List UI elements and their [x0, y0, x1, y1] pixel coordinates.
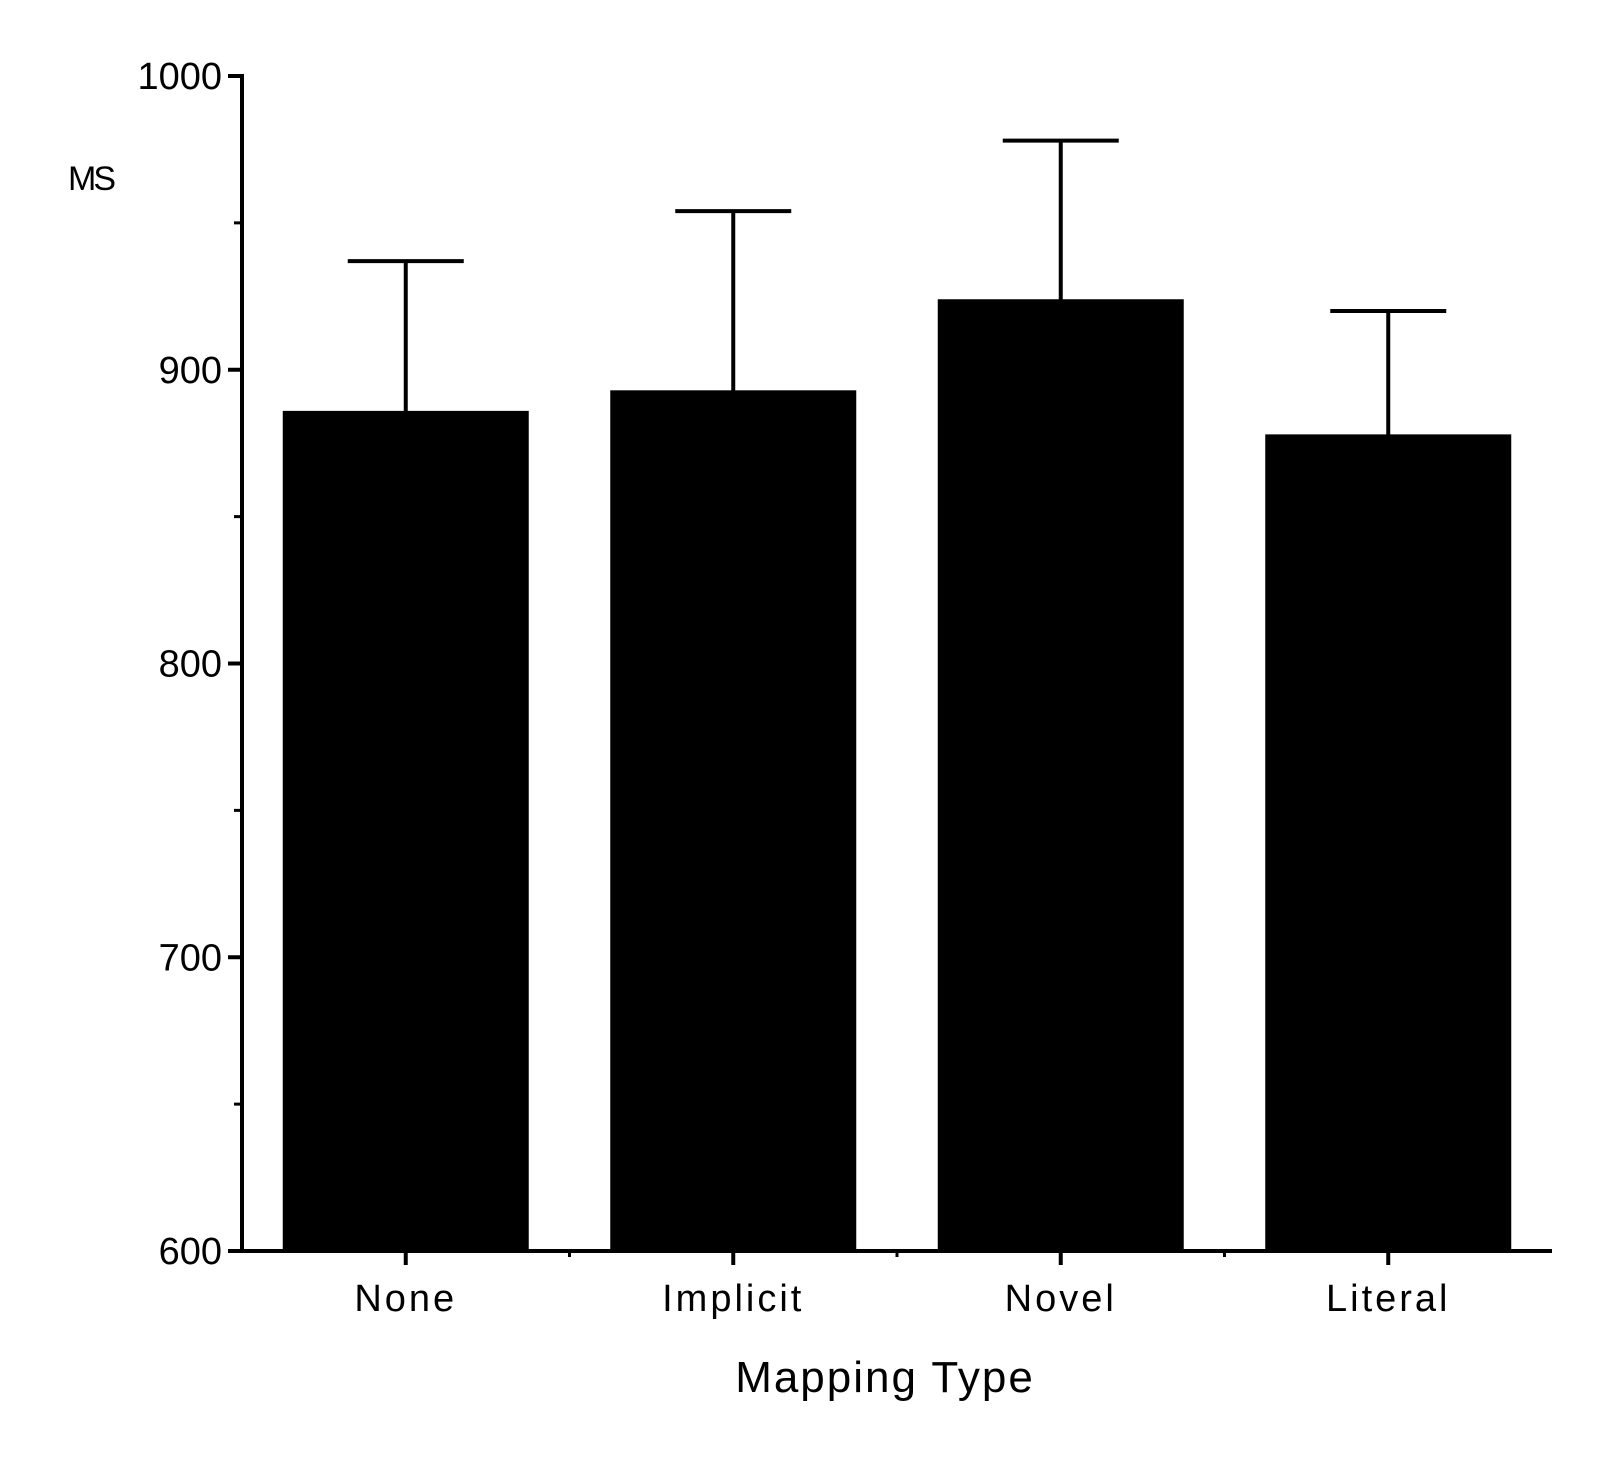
y-tick-label-1000: 1000: [137, 56, 222, 98]
x-tick-label-none: None: [354, 1278, 457, 1320]
bar-none: [282, 410, 529, 1251]
bar-literal: [1265, 434, 1512, 1251]
y-axis-title: MS: [68, 160, 115, 198]
bar-novel: [937, 299, 1184, 1251]
y-tick-label-800: 800: [159, 644, 222, 686]
y-tick-label-900: 900: [159, 350, 222, 392]
error-bars-layer: [347, 138, 1447, 437]
y-tick-label-700: 700: [159, 937, 222, 979]
labels-layer: 600 700 800 900 1000 None Implicit Novel Literal: [137, 56, 1451, 1320]
x-tick-label-implicit: Implicit: [662, 1278, 804, 1320]
y-tick-label-600: 600: [159, 1231, 222, 1273]
x-tick-label-novel: Novel: [1005, 1278, 1117, 1320]
axes-layer: [228, 74, 1552, 1265]
x-axis-title: Mapping Type: [735, 1353, 1035, 1402]
bar-implicit: [610, 390, 857, 1251]
x-tick-label-literal: Literal: [1326, 1278, 1451, 1320]
bars-layer: [282, 299, 1512, 1251]
